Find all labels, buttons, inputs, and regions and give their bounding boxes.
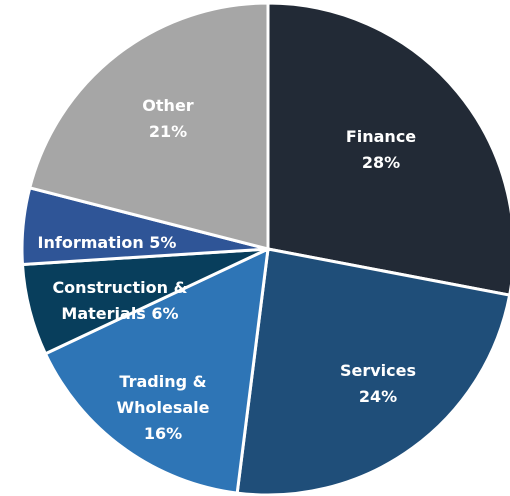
slice-label: Information 5% (22, 230, 192, 256)
pie-slice (43, 247, 270, 495)
category-label: Information (37, 233, 144, 252)
pie-slice (235, 247, 510, 496)
value-label: 5% (149, 233, 177, 252)
value-label: 16% (143, 424, 183, 443)
value-label: 21% (148, 122, 188, 141)
category-label: Construction & Materials (52, 278, 188, 323)
slice-label: Finance 28% (321, 124, 441, 176)
value-label: 24% (358, 387, 398, 406)
category-label: Finance (345, 127, 417, 146)
slice-label: Construction & Materials 6% (40, 275, 200, 327)
slice-label: Trading & Wholesale 16% (108, 369, 218, 447)
category-label: Other (142, 96, 194, 115)
pie-slice (266, 1, 510, 297)
slice-label: Services 24% (318, 358, 438, 410)
value-label: 6% (151, 304, 179, 323)
category-label: Services (339, 361, 417, 380)
pie-slice (28, 1, 270, 251)
slice-label: Other 21% (108, 93, 228, 145)
value-label: 28% (361, 153, 401, 172)
category-label: Trading & Wholesale (116, 372, 210, 417)
